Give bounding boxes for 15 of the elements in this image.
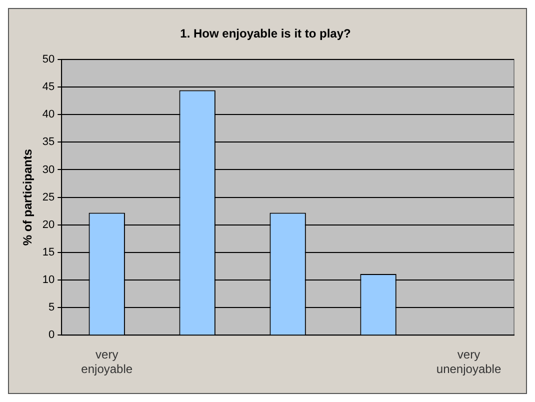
y-tick-label: 25 (42, 191, 55, 204)
y-tick-label: 50 (42, 53, 55, 66)
y-tick-label: 30 (42, 164, 55, 176)
y-tick-label: 45 (42, 81, 55, 94)
y-tick-label: 0 (48, 329, 55, 342)
y-tick-label: 5 (48, 302, 55, 314)
y-axis-title: % of participants (20, 148, 35, 246)
y-tick-label: 10 (42, 274, 55, 286)
x-tick-label: very unenjoyable (436, 348, 502, 376)
x-tick-label: very enjoyable (81, 348, 133, 376)
y-tick-label: 35 (42, 136, 55, 148)
y-tick-label: 40 (42, 108, 55, 121)
y-tick-label: 15 (42, 246, 55, 258)
chart-title: 1. How enjoyable is it to play? (180, 26, 351, 41)
y-tick-label: 20 (42, 218, 55, 231)
